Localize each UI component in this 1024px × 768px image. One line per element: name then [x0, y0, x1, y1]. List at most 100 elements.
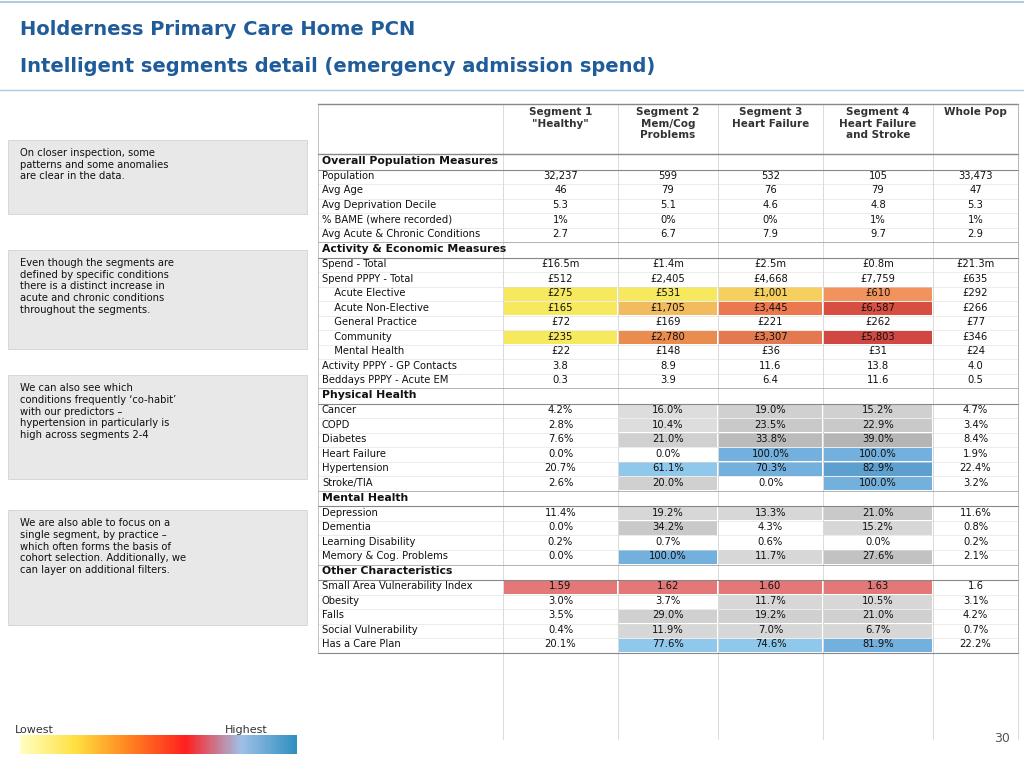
Text: Acute Non-Elective: Acute Non-Elective: [328, 303, 429, 313]
Text: Spend PPPY - Total: Spend PPPY - Total: [322, 273, 414, 283]
Bar: [318, 624, 1018, 638]
Bar: [824, 521, 932, 535]
Text: Mental Health: Mental Health: [322, 493, 409, 503]
Text: 1.60: 1.60: [760, 581, 781, 591]
Text: 13.3%: 13.3%: [755, 508, 786, 518]
Bar: [618, 477, 717, 491]
Text: £346: £346: [963, 332, 988, 342]
Bar: [318, 170, 1018, 184]
Text: £169: £169: [655, 317, 681, 327]
Text: Avg Acute & Chronic Conditions: Avg Acute & Chronic Conditions: [322, 229, 480, 239]
Text: 6.4: 6.4: [763, 375, 778, 385]
Text: 79: 79: [871, 186, 885, 196]
Text: £1.4m: £1.4m: [652, 259, 684, 269]
Text: 0.0%: 0.0%: [548, 551, 573, 561]
Text: Population: Population: [322, 171, 375, 181]
Text: 0%: 0%: [660, 214, 676, 224]
Text: Even though the segments are
defined by specific conditions
there is a distinct : Even though the segments are defined by …: [20, 258, 174, 315]
Text: 1.59: 1.59: [549, 581, 571, 591]
Text: 19.2%: 19.2%: [755, 611, 786, 621]
Text: 21.0%: 21.0%: [652, 434, 684, 444]
Text: 82.9%: 82.9%: [862, 463, 894, 473]
Text: 30: 30: [994, 732, 1010, 745]
Text: 105: 105: [868, 171, 888, 181]
Text: £16.5m: £16.5m: [542, 259, 580, 269]
Text: 0.8%: 0.8%: [963, 522, 988, 532]
Bar: [618, 581, 717, 594]
Text: £148: £148: [655, 346, 681, 356]
Text: 15.2%: 15.2%: [862, 406, 894, 415]
Text: 10.4%: 10.4%: [652, 419, 684, 429]
Text: 5.3: 5.3: [553, 200, 568, 210]
Bar: [719, 302, 822, 316]
Bar: [318, 374, 1018, 389]
Text: Beddays PPPY - Acute EM: Beddays PPPY - Acute EM: [322, 375, 449, 385]
Bar: [318, 580, 1018, 594]
Text: 11.6: 11.6: [760, 361, 781, 371]
Text: Lowest: Lowest: [15, 725, 54, 735]
Text: 20.0%: 20.0%: [652, 478, 684, 488]
Text: 1%: 1%: [870, 214, 886, 224]
Text: 0.4%: 0.4%: [548, 625, 573, 635]
Text: 0.2%: 0.2%: [963, 537, 988, 547]
Bar: [824, 595, 932, 608]
Text: 3.8: 3.8: [553, 361, 568, 371]
Text: £635: £635: [963, 273, 988, 283]
Text: Highest: Highest: [225, 725, 268, 735]
Bar: [719, 595, 822, 608]
Bar: [318, 609, 1018, 624]
Text: Memory & Cog. Problems: Memory & Cog. Problems: [322, 551, 449, 561]
Bar: [618, 302, 717, 316]
Text: £610: £610: [865, 288, 891, 298]
Text: 7.0%: 7.0%: [758, 625, 783, 635]
Bar: [318, 535, 1018, 550]
FancyBboxPatch shape: [8, 376, 307, 479]
Text: 27.6%: 27.6%: [862, 551, 894, 561]
Text: 76: 76: [764, 186, 777, 196]
Text: 33.8%: 33.8%: [755, 434, 786, 444]
Text: 4.2%: 4.2%: [963, 611, 988, 621]
Text: Avg Deprivation Decile: Avg Deprivation Decile: [322, 200, 436, 210]
Text: Segment 1
"Healthy": Segment 1 "Healthy": [528, 108, 592, 129]
Bar: [824, 551, 932, 564]
Bar: [504, 287, 617, 301]
Bar: [318, 404, 1018, 419]
Bar: [318, 228, 1018, 242]
Bar: [318, 286, 1018, 301]
Bar: [504, 302, 617, 316]
Text: Heart Failure: Heart Failure: [322, 449, 386, 458]
Text: Whole Pop: Whole Pop: [944, 108, 1007, 118]
Text: Overall Population Measures: Overall Population Measures: [322, 156, 498, 166]
Text: 0.0%: 0.0%: [655, 449, 681, 458]
Text: 2.7: 2.7: [553, 229, 568, 239]
Text: 1%: 1%: [553, 214, 568, 224]
Bar: [318, 506, 1018, 521]
Text: 1%: 1%: [968, 214, 983, 224]
Text: 4.0: 4.0: [968, 361, 983, 371]
FancyBboxPatch shape: [8, 141, 307, 214]
Text: We are also able to focus on a
single segment, by practice –
which often forms t: We are also able to focus on a single se…: [20, 518, 186, 575]
Text: 2.9: 2.9: [968, 229, 983, 239]
Text: 0.7%: 0.7%: [963, 625, 988, 635]
Bar: [719, 610, 822, 623]
Text: 0%: 0%: [763, 214, 778, 224]
Bar: [824, 462, 932, 476]
Bar: [318, 550, 1018, 564]
Text: 0.0%: 0.0%: [548, 449, 573, 458]
Text: Community: Community: [328, 332, 392, 342]
Bar: [719, 462, 822, 476]
Text: 29.0%: 29.0%: [652, 611, 684, 621]
Text: 4.8: 4.8: [870, 200, 886, 210]
Text: 8.9: 8.9: [660, 361, 676, 371]
Text: £24: £24: [966, 346, 985, 356]
Bar: [824, 419, 932, 432]
Text: 11.6%: 11.6%: [959, 508, 991, 518]
Bar: [618, 433, 717, 447]
Text: 4.7%: 4.7%: [963, 406, 988, 415]
Bar: [618, 624, 717, 637]
Text: 11.4%: 11.4%: [545, 508, 577, 518]
Bar: [719, 507, 822, 521]
Bar: [618, 419, 717, 432]
Bar: [824, 507, 932, 521]
Text: 8.4%: 8.4%: [963, 434, 988, 444]
